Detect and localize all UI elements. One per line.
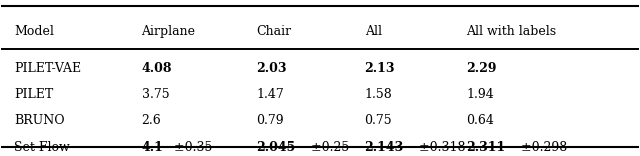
Text: ±0.298: ±0.298 [517, 141, 567, 154]
Text: BRUNO: BRUNO [14, 114, 65, 127]
Text: 2.6: 2.6 [141, 114, 161, 127]
Text: Airplane: Airplane [141, 25, 196, 38]
Text: 0.64: 0.64 [467, 114, 495, 127]
Text: ±0.35: ±0.35 [170, 141, 212, 154]
Text: Model: Model [14, 25, 54, 38]
Text: All with labels: All with labels [467, 25, 557, 38]
Text: 2.045: 2.045 [256, 141, 296, 154]
Text: 4.1: 4.1 [141, 141, 163, 154]
Text: 2.29: 2.29 [467, 62, 497, 75]
Text: Chair: Chair [256, 25, 291, 38]
Text: PILET-VAE: PILET-VAE [14, 62, 81, 75]
Text: 0.75: 0.75 [365, 114, 392, 127]
Text: 1.47: 1.47 [256, 88, 284, 101]
Text: 4.08: 4.08 [141, 62, 172, 75]
Text: 2.03: 2.03 [256, 62, 287, 75]
Text: 1.94: 1.94 [467, 88, 494, 101]
Text: All: All [365, 25, 381, 38]
Text: ±0.318: ±0.318 [415, 141, 465, 154]
Text: 1.58: 1.58 [365, 88, 392, 101]
Text: 2.143: 2.143 [365, 141, 404, 154]
Text: 2.13: 2.13 [365, 62, 395, 75]
Text: 3.75: 3.75 [141, 88, 169, 101]
Text: ±0.25: ±0.25 [307, 141, 349, 154]
Text: 0.79: 0.79 [256, 114, 284, 127]
Text: 2.311: 2.311 [467, 141, 506, 154]
Text: Set Flow: Set Flow [14, 141, 70, 154]
Text: PILET: PILET [14, 88, 53, 101]
